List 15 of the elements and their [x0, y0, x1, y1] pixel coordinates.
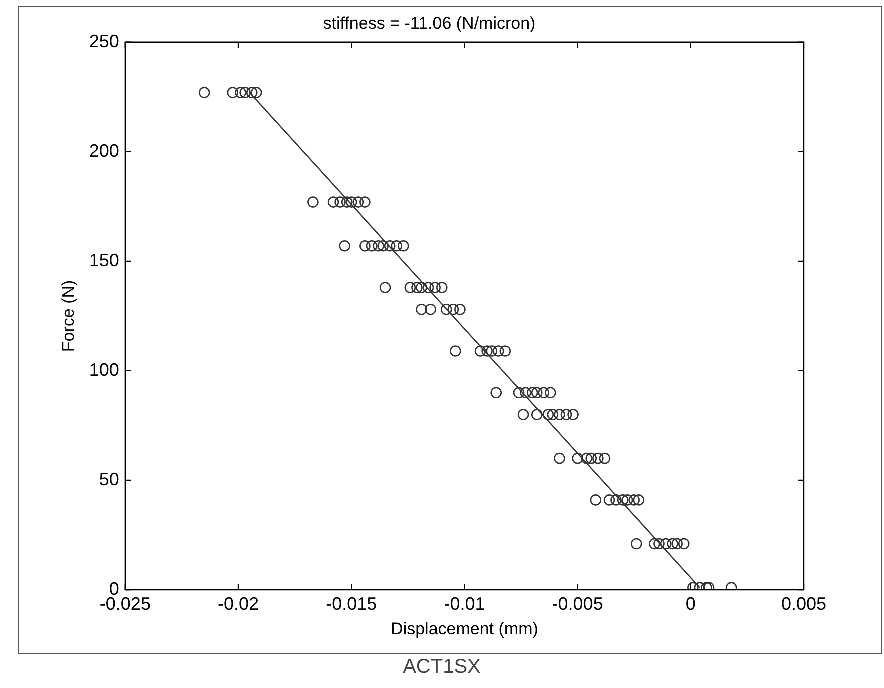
x-tick-label: -0.02	[218, 594, 260, 614]
y-tick-label: 50	[99, 469, 120, 490]
y-tick-label: 100	[89, 360, 120, 380]
y-tick-label: 150	[89, 250, 120, 270]
chart-title: stiffness = -11.06 (N/micron)	[323, 14, 536, 33]
x-tick-label: -0.005	[552, 594, 604, 614]
y-tick-label: 250	[89, 31, 120, 52]
x-tick-label: 0.005	[781, 594, 827, 614]
x-axis-title: Displacement (mm)	[391, 619, 538, 638]
x-tick-label: 0	[686, 594, 696, 614]
x-tick-label: -0.015	[326, 594, 378, 614]
x-tick-label: -0.01	[444, 594, 486, 614]
y-axis-title: Force (N)	[58, 280, 78, 352]
y-tick-label: 200	[89, 140, 120, 161]
text: ACT1SX	[402, 656, 482, 679]
